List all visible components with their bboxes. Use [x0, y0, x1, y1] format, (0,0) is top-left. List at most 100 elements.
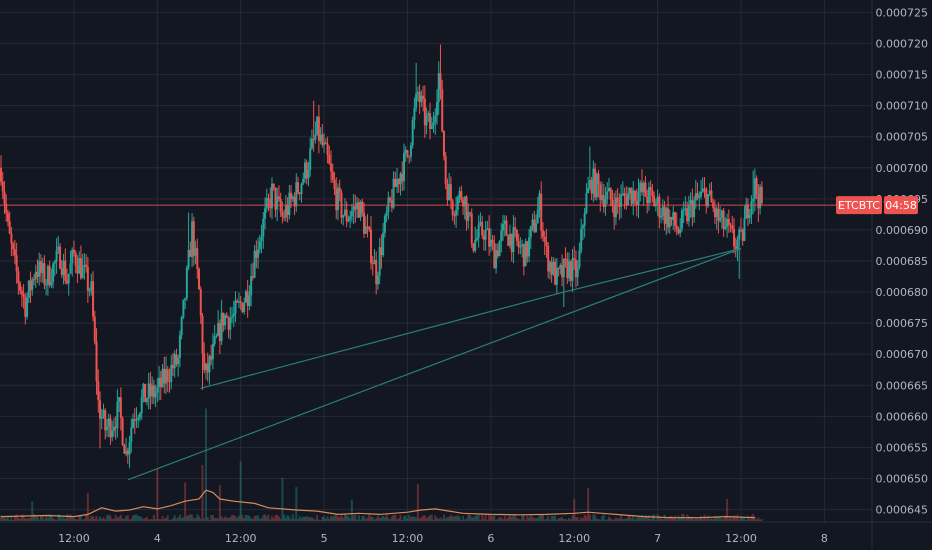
candle-body[interactable]	[50, 282, 53, 286]
candle-body[interactable]	[680, 210, 683, 229]
candle-body[interactable]	[385, 211, 388, 216]
candle-body[interactable]	[354, 206, 357, 210]
candle-body[interactable]	[69, 263, 72, 274]
candle-body[interactable]	[309, 148, 312, 170]
candle-body[interactable]	[456, 197, 459, 210]
candle-body[interactable]	[441, 89, 444, 132]
candle-body[interactable]	[578, 250, 581, 268]
candle-body[interactable]	[599, 184, 602, 201]
candle-body[interactable]	[100, 416, 103, 419]
candle-body[interactable]	[477, 224, 480, 238]
candle-body[interactable]	[581, 225, 584, 229]
candle-body[interactable]	[592, 168, 595, 194]
candle-body[interactable]	[703, 188, 706, 190]
candle-body[interactable]	[184, 298, 187, 300]
candle-body[interactable]	[333, 179, 336, 190]
candle-body[interactable]	[672, 212, 675, 220]
candle-body[interactable]	[701, 188, 704, 193]
candle-body[interactable]	[687, 204, 690, 222]
candle-body[interactable]	[432, 122, 435, 126]
candle-body[interactable]	[6, 213, 9, 222]
candle-body[interactable]	[559, 265, 562, 269]
candle-body[interactable]	[307, 169, 310, 179]
candle-body[interactable]	[496, 250, 499, 257]
trendline[interactable]	[200, 291, 564, 389]
candle-body[interactable]	[34, 271, 37, 280]
candle-body[interactable]	[745, 204, 748, 219]
candle-body[interactable]	[159, 377, 162, 388]
candle-body[interactable]	[397, 179, 400, 185]
candle-body[interactable]	[555, 267, 558, 285]
candle-body[interactable]	[448, 184, 451, 201]
candle-body[interactable]	[255, 250, 258, 258]
candle-body[interactable]	[126, 450, 129, 455]
candle-body[interactable]	[580, 228, 583, 251]
candle-body[interactable]	[241, 303, 244, 312]
candle-body[interactable]	[99, 400, 102, 419]
candle-body[interactable]	[33, 279, 36, 281]
candle-body[interactable]	[156, 386, 159, 393]
candle-body[interactable]	[679, 228, 682, 234]
candle-body[interactable]	[145, 398, 148, 403]
candle-body[interactable]	[222, 312, 225, 326]
candle-body[interactable]	[312, 138, 315, 140]
candle-body[interactable]	[759, 186, 762, 209]
candle-body[interactable]	[262, 218, 265, 237]
candle-body[interactable]	[498, 241, 501, 257]
candle-body[interactable]	[528, 237, 531, 257]
candle-body[interactable]	[269, 199, 272, 209]
candle-body[interactable]	[727, 218, 730, 225]
candle-body[interactable]	[564, 258, 567, 260]
candle-body[interactable]	[31, 279, 34, 291]
candle-body[interactable]	[418, 91, 421, 103]
candle-body[interactable]	[710, 190, 713, 203]
candle-body[interactable]	[663, 206, 666, 224]
candle-body[interactable]	[324, 142, 327, 144]
candle-body[interactable]	[225, 315, 228, 318]
candle-body[interactable]	[540, 193, 543, 231]
candle-body[interactable]	[161, 368, 164, 388]
candle-body[interactable]	[753, 178, 756, 199]
candle-body[interactable]	[521, 244, 524, 246]
candle-body[interactable]	[425, 115, 428, 126]
candle-body[interactable]	[201, 316, 204, 354]
candle-body[interactable]	[708, 190, 711, 195]
candle-body[interactable]	[364, 226, 367, 234]
candle-body[interactable]	[175, 354, 178, 365]
candle-body[interactable]	[283, 216, 286, 218]
candle-body[interactable]	[251, 276, 254, 278]
candle-body[interactable]	[413, 107, 416, 120]
candle-body[interactable]	[462, 200, 465, 207]
candle-body[interactable]	[625, 196, 628, 206]
candle-body[interactable]	[380, 247, 383, 256]
candle-body[interactable]	[20, 290, 23, 295]
candle-body[interactable]	[220, 312, 223, 342]
candle-body[interactable]	[383, 215, 386, 233]
candle-body[interactable]	[658, 196, 661, 218]
candle-body[interactable]	[3, 191, 6, 204]
candle-body[interactable]	[227, 317, 230, 330]
candle-body[interactable]	[88, 290, 91, 292]
candle-body[interactable]	[568, 261, 571, 279]
candle-body[interactable]	[434, 115, 437, 123]
candle-body[interactable]	[24, 296, 27, 317]
candle-body[interactable]	[635, 200, 638, 205]
candle-body[interactable]	[154, 392, 157, 398]
candle-body[interactable]	[93, 316, 96, 342]
candle-body[interactable]	[305, 162, 308, 179]
candle-body[interactable]	[114, 426, 117, 429]
candle-body[interactable]	[272, 183, 275, 188]
candle-body[interactable]	[105, 426, 108, 431]
candle-body[interactable]	[349, 216, 352, 220]
trendline[interactable]	[127, 248, 742, 481]
candle-body[interactable]	[178, 335, 181, 358]
candle-body[interactable]	[467, 212, 470, 221]
candle-body[interactable]	[684, 208, 687, 210]
candle-body[interactable]	[290, 192, 293, 200]
candle-body[interactable]	[717, 208, 720, 221]
candle-body[interactable]	[198, 268, 201, 290]
candle-body[interactable]	[59, 246, 62, 269]
candle-body[interactable]	[95, 341, 98, 382]
candle-body[interactable]	[760, 186, 763, 203]
candle-body[interactable]	[260, 236, 263, 242]
